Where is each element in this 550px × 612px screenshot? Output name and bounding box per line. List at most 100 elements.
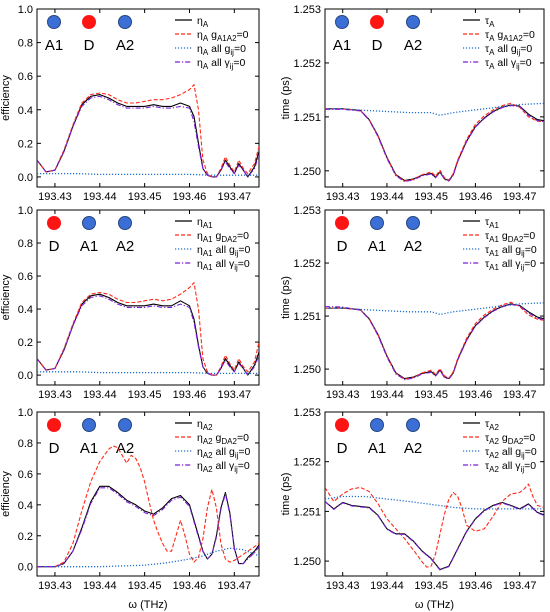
series-line-dashdot bbox=[325, 303, 544, 381]
panel-r1c1: 193.43 193.44 193.45 193.46 193.47 0.0 0.2 0.4 0… bbox=[0, 4, 260, 203]
y-axis-label: time (ps) bbox=[280, 276, 292, 319]
legend-entry: τA all gij=0 bbox=[485, 43, 532, 57]
series-line-dashed bbox=[37, 84, 259, 178]
x-tick-label: 193.43 bbox=[326, 389, 360, 401]
y-tick-label: 1.250 bbox=[293, 556, 321, 568]
legend-entry: τA1 all γij=0 bbox=[485, 258, 536, 272]
legend-entry: τA2 bbox=[485, 418, 499, 432]
legend-entry: ηA1 gDA2=0 bbox=[197, 230, 249, 244]
y-tick-label: 0.0 bbox=[18, 370, 33, 382]
y-tick-label: 1.252 bbox=[293, 457, 321, 469]
y-tick-label: 0.0 bbox=[18, 172, 33, 184]
y-tick-label: 1.0 bbox=[18, 4, 33, 16]
legend-entry: τA1 all gij=0 bbox=[485, 244, 537, 258]
x-tick-label: 193.47 bbox=[218, 580, 252, 592]
series-line-dotted bbox=[325, 495, 544, 510]
y-tick-label: 0.4 bbox=[18, 105, 33, 117]
y-tick-label: 1.250 bbox=[293, 166, 321, 178]
y-tick-label: 1.252 bbox=[293, 58, 321, 70]
legend-entry: ηA1 all gij=0 bbox=[197, 244, 251, 258]
site-dot-d bbox=[47, 418, 61, 432]
site-dot-a1 bbox=[82, 418, 96, 432]
series-group bbox=[325, 102, 544, 183]
site-dot-a2 bbox=[118, 216, 132, 230]
y-tick-label: 0.2 bbox=[18, 337, 33, 349]
x-tick-label: 193.47 bbox=[218, 191, 252, 203]
series-line-dotted bbox=[325, 302, 544, 316]
legend-entry: ηA1 all γij=0 bbox=[197, 258, 250, 272]
series-line-solid bbox=[325, 104, 544, 182]
y-tick-label: 0.8 bbox=[18, 238, 33, 250]
site-dot-d bbox=[82, 15, 96, 29]
series-line-solid bbox=[37, 485, 259, 568]
site-dot-a2 bbox=[406, 418, 420, 432]
x-tick-label: 193.45 bbox=[128, 389, 162, 401]
site-label-a2: A2 bbox=[404, 440, 422, 457]
series-line-dashed bbox=[325, 102, 544, 182]
series-group bbox=[325, 301, 544, 381]
site-label-d: D bbox=[84, 37, 95, 54]
legend-entry: ηA all γij=0 bbox=[197, 57, 245, 71]
series-line-dashed bbox=[37, 445, 259, 568]
plot-frame bbox=[36, 209, 260, 386]
legend-entry: ηA bbox=[197, 15, 209, 29]
x-axis-label: ω (THz) bbox=[128, 599, 167, 611]
y-tick-label: 0.6 bbox=[18, 71, 33, 83]
plot-frame bbox=[36, 411, 260, 577]
y-axis-label: efficiency bbox=[0, 471, 12, 517]
series-line-solid bbox=[325, 501, 544, 571]
series-line-dotted bbox=[325, 102, 544, 116]
y-tick-label: 0.2 bbox=[18, 138, 33, 150]
series-line-solid bbox=[325, 303, 544, 380]
site-dot-a1 bbox=[335, 15, 349, 29]
site-label-a2: A2 bbox=[116, 440, 134, 457]
x-tick-label: 193.46 bbox=[173, 191, 207, 203]
legend-entry: ηA gA1A2=0 bbox=[197, 29, 249, 43]
y-axis-label: efficiency bbox=[0, 274, 12, 320]
series-line-dotted bbox=[37, 172, 259, 176]
legend-entry: τA1 gDA2=0 bbox=[485, 230, 535, 244]
legend-entry: τA gA1A2=0 bbox=[485, 29, 535, 43]
x-tick-label: 193.47 bbox=[503, 191, 537, 203]
site-label-d: D bbox=[337, 440, 348, 457]
y-tick-label: 0.6 bbox=[18, 469, 33, 481]
x-tick-label: 193.43 bbox=[38, 191, 72, 203]
site-label-d: D bbox=[49, 440, 60, 457]
series-line-dotted bbox=[37, 547, 259, 568]
site-label-d: D bbox=[372, 37, 383, 54]
series-line-dotted bbox=[37, 371, 259, 375]
legend-entry: τA2 all γij=0 bbox=[485, 460, 536, 474]
legend-entry: τA1 bbox=[485, 216, 499, 230]
site-dot-a2 bbox=[406, 216, 420, 230]
x-tick-label: 193.43 bbox=[38, 580, 72, 592]
y-tick-label: 0.4 bbox=[18, 500, 33, 512]
site-label-a1: A1 bbox=[80, 440, 98, 457]
x-tick-label: 193.43 bbox=[326, 191, 360, 203]
y-tick-label: 0.8 bbox=[18, 38, 33, 50]
y-tick-label: 1.0 bbox=[18, 205, 33, 217]
site-dot-d bbox=[47, 216, 61, 230]
legend-entry: τA2 gDA2=0 bbox=[485, 432, 535, 446]
series-line-dashdot bbox=[325, 501, 544, 571]
series-line-dashdot bbox=[37, 487, 259, 568]
y-tick-label: 0.0 bbox=[18, 562, 33, 574]
y-tick-label: 0.2 bbox=[18, 531, 33, 543]
series-group bbox=[325, 483, 544, 571]
y-tick-label: 1.251 bbox=[293, 112, 321, 124]
site-dot-a2 bbox=[118, 15, 132, 29]
series-line-dashed bbox=[325, 483, 544, 568]
x-tick-label: 193.47 bbox=[503, 389, 537, 401]
site-label-a1: A1 bbox=[333, 37, 351, 54]
legend-entry: ηA1 bbox=[197, 216, 213, 230]
x-tick-label: 193.47 bbox=[503, 580, 537, 592]
site-dot-d bbox=[335, 418, 349, 432]
panel-r3c1: 193.43 193.44 193.45 193.46 193.47 0.0 0.2 0.4 0… bbox=[0, 407, 260, 611]
x-tick-label: 193.45 bbox=[414, 580, 448, 592]
site-label-a1: A1 bbox=[368, 440, 386, 457]
x-tick-label: 193.47 bbox=[218, 389, 252, 401]
y-tick-label: 0.6 bbox=[18, 271, 33, 283]
site-label-a2: A2 bbox=[404, 238, 422, 255]
series-line-dashed bbox=[37, 282, 259, 376]
site-dot-d bbox=[370, 15, 384, 29]
